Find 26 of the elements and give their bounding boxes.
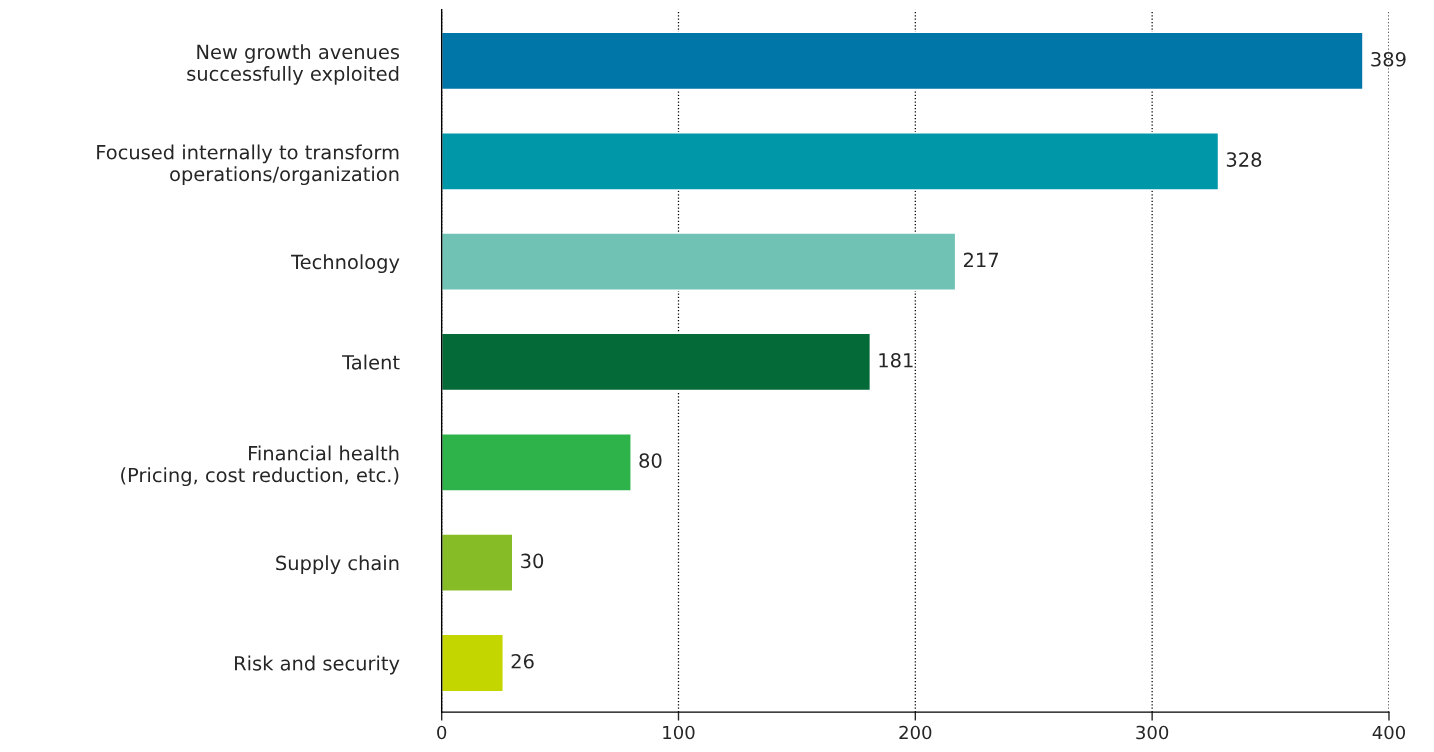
- bar: [441, 332, 872, 392]
- x-tick-label: 400: [1372, 725, 1405, 740]
- data-label: 389: [1371, 51, 1406, 67]
- bar: [441, 633, 504, 693]
- data-label: 30: [521, 553, 544, 569]
- y-tick-label: Risk and security: [235, 655, 400, 675]
- bar: [441, 433, 632, 492]
- data-label: 217: [963, 252, 998, 267]
- y-tick-label: Talent: [342, 354, 400, 370]
- y-tick-label: Technology: [291, 254, 400, 274]
- data-label: 181: [879, 352, 913, 368]
- y-tick-label: Supply chain: [276, 555, 399, 575]
- data-label: 26: [511, 653, 534, 669]
- bar: [441, 131, 1220, 191]
- x-tick-label: 0: [437, 725, 447, 740]
- x-tick-label: 200: [899, 725, 932, 740]
- bar: [441, 232, 957, 291]
- x-tick-label: 100: [663, 725, 695, 740]
- x-tick-label: 300: [1136, 725, 1169, 740]
- data-label: 80: [639, 453, 662, 468]
- data-label: 328: [1226, 152, 1262, 167]
- y-tick-label: Focused internally to transform operations/organization: [97, 144, 399, 186]
- bar: [441, 533, 514, 592]
- bar: [441, 31, 1364, 91]
- y-tick-label: New growth avenues successfully exploited: [187, 44, 400, 85]
- y-tick-label: Financial health (Pricing, cost reduction, etc.): [121, 445, 399, 487]
